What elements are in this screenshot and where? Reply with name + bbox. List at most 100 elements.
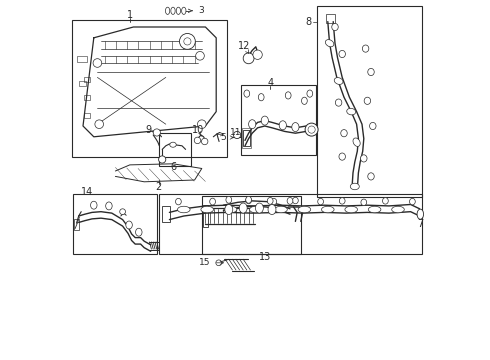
Ellipse shape [210,198,216,205]
Circle shape [197,120,206,129]
Bar [159,133,191,166]
Ellipse shape [182,7,186,14]
Circle shape [184,38,191,45]
Ellipse shape [285,92,291,99]
Circle shape [233,131,241,139]
Ellipse shape [417,209,423,219]
Ellipse shape [321,206,334,213]
Bar [159,194,422,254]
Text: 10: 10 [192,125,204,135]
Ellipse shape [225,204,233,215]
Circle shape [153,129,160,136]
Text: 7: 7 [417,219,424,229]
Text: 6: 6 [171,162,177,172]
Text: 11: 11 [217,128,242,137]
Text: 2: 2 [155,182,162,192]
Circle shape [159,156,166,163]
Ellipse shape [201,206,214,213]
Bar [202,205,208,227]
Bar [243,130,250,146]
Ellipse shape [268,198,273,204]
Ellipse shape [249,206,262,213]
Circle shape [120,209,125,215]
Ellipse shape [136,228,142,236]
Ellipse shape [271,198,277,205]
Bar [74,219,79,230]
Ellipse shape [239,203,247,213]
Bar [72,20,227,157]
Text: 4: 4 [267,78,273,88]
Bar [84,77,90,82]
Ellipse shape [335,99,342,106]
Ellipse shape [126,221,132,229]
Ellipse shape [339,153,345,160]
Text: 13: 13 [259,252,271,262]
Ellipse shape [91,201,97,209]
Ellipse shape [363,45,369,52]
Ellipse shape [166,7,170,14]
Ellipse shape [255,203,263,213]
Bar [326,14,335,23]
Bar [202,196,301,254]
Ellipse shape [298,206,311,213]
Ellipse shape [350,183,359,190]
Ellipse shape [361,199,367,206]
Ellipse shape [245,197,251,203]
Ellipse shape [383,198,388,204]
Ellipse shape [332,23,338,31]
Ellipse shape [364,97,370,104]
Ellipse shape [293,197,298,204]
Ellipse shape [361,155,367,162]
Ellipse shape [301,97,307,104]
Ellipse shape [369,122,376,130]
Circle shape [93,59,102,67]
Ellipse shape [275,206,287,213]
Ellipse shape [318,198,323,205]
Ellipse shape [334,78,343,84]
Ellipse shape [368,206,381,213]
Circle shape [305,123,318,136]
Bar [76,56,87,62]
Circle shape [216,260,221,266]
Text: 8: 8 [305,17,312,27]
Ellipse shape [176,7,180,14]
Ellipse shape [170,142,176,147]
Text: 5: 5 [220,133,233,142]
Circle shape [253,50,262,59]
Circle shape [308,126,315,133]
Text: 9: 9 [145,125,151,135]
Bar [73,194,157,254]
Circle shape [179,33,196,49]
Ellipse shape [339,198,345,204]
Ellipse shape [353,138,360,147]
Ellipse shape [244,90,250,97]
Circle shape [95,120,103,129]
Bar [317,6,422,197]
Bar [242,128,251,148]
Ellipse shape [248,120,256,129]
Ellipse shape [368,68,374,76]
Text: 3: 3 [188,6,204,15]
Bar [84,113,90,118]
Ellipse shape [287,198,293,204]
Bar [79,81,86,86]
Ellipse shape [258,94,264,101]
Ellipse shape [307,90,313,97]
Circle shape [196,51,204,60]
Circle shape [194,137,201,144]
Text: 12: 12 [238,41,250,51]
Text: 1: 1 [127,10,133,20]
Ellipse shape [175,198,181,205]
Bar [162,206,170,222]
Text: 14: 14 [80,186,93,197]
Ellipse shape [347,108,356,115]
Ellipse shape [261,116,269,125]
Ellipse shape [339,50,345,58]
Ellipse shape [171,7,175,14]
Ellipse shape [279,121,286,130]
Circle shape [243,53,254,64]
Ellipse shape [345,206,358,213]
Ellipse shape [392,206,404,213]
Ellipse shape [224,206,237,213]
Ellipse shape [368,173,374,180]
